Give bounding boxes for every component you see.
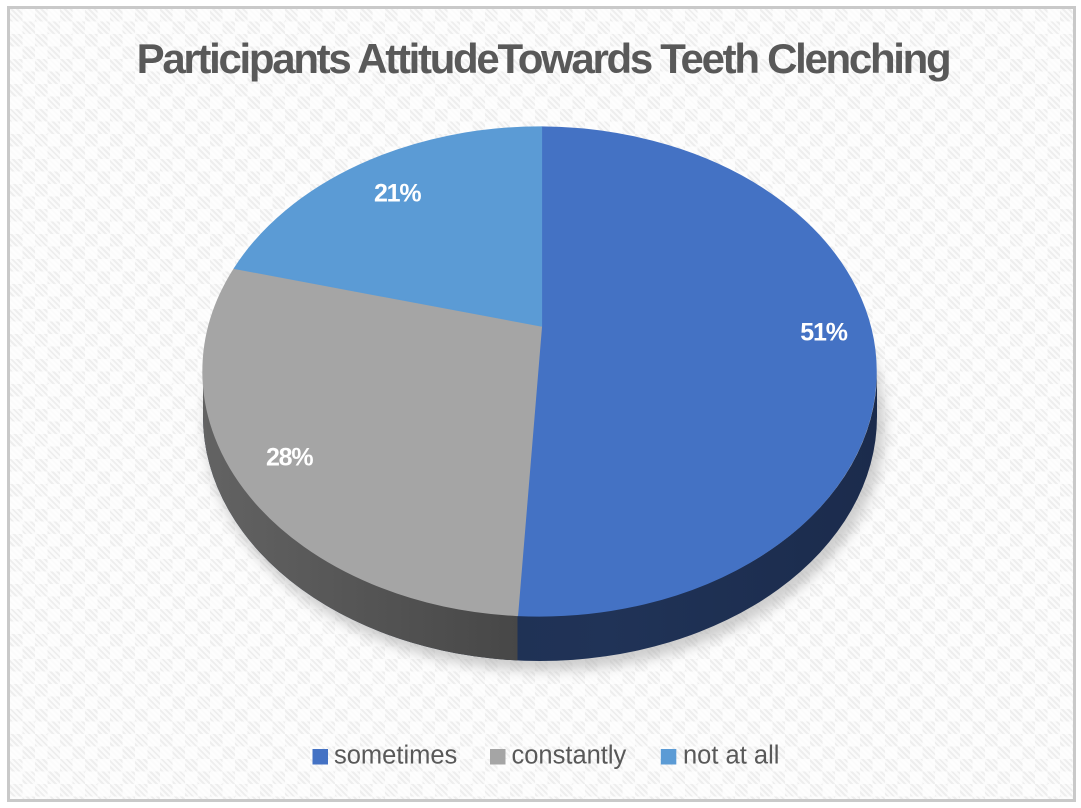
svg-text:28%: 28% xyxy=(266,444,313,472)
svg-text:not at all: not at all xyxy=(683,742,779,770)
svg-text:constantly: constantly xyxy=(512,742,627,770)
svg-text:sometimes: sometimes xyxy=(334,742,457,770)
svg-text:Participants AttitudeTowards T: Participants AttitudeTowards Teeth Clenc… xyxy=(137,35,950,82)
svg-text:21%: 21% xyxy=(374,180,421,208)
svg-text:51%: 51% xyxy=(800,319,847,347)
